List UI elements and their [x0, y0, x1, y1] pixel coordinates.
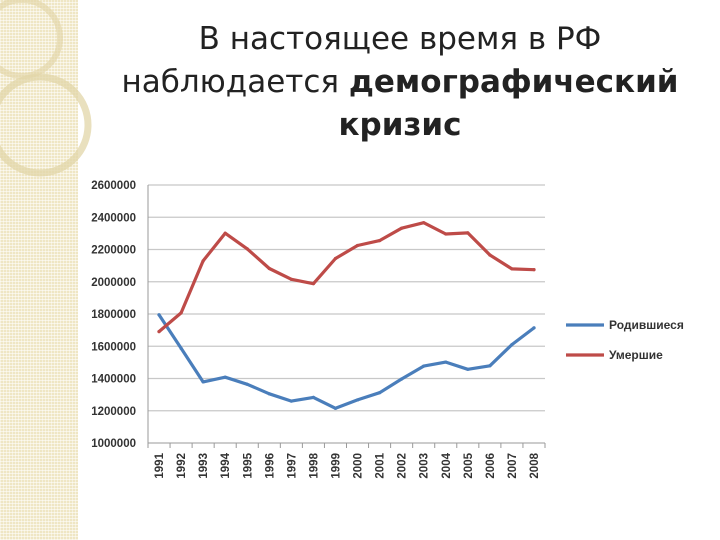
- x-tick-label: 1991: [154, 452, 166, 478]
- data-point: [466, 367, 470, 371]
- data-point: [444, 232, 448, 236]
- legend: Родившиеся Умершие: [566, 318, 684, 362]
- y-tick-label: 1600000: [91, 341, 136, 353]
- x-tick-label: 1994: [220, 452, 232, 478]
- data-point: [532, 326, 536, 330]
- series-line-2: [157, 221, 536, 334]
- data-point: [289, 399, 293, 403]
- data-point: [245, 382, 249, 386]
- data-point: [333, 406, 338, 410]
- data-point: [179, 311, 183, 315]
- data-point: [400, 377, 404, 381]
- data-point: [157, 329, 161, 334]
- data-point: [355, 398, 360, 402]
- x-tick-label: 2007: [507, 453, 519, 479]
- gridlines: [148, 184, 545, 412]
- data-point: [400, 226, 404, 230]
- y-tick-label: 1200000: [91, 406, 136, 418]
- y-tick-label: 2400000: [91, 212, 136, 224]
- data-point: [157, 313, 161, 317]
- x-tick-label: 1997: [286, 453, 298, 479]
- x-tick-label: 2000: [353, 453, 365, 479]
- slide-title: В настоящее время в РФ наблюдается демог…: [100, 18, 700, 147]
- legend-label: Родившиеся: [609, 318, 684, 332]
- x-tick-label: 1995: [242, 452, 254, 478]
- data-point: [422, 221, 426, 225]
- data-point: [488, 253, 492, 257]
- title-line-2-prefix: наблюдается: [121, 64, 349, 100]
- x-tick-label: 1993: [198, 453, 210, 479]
- decorative-pattern-strip: [0, 0, 78, 540]
- data-point: [267, 266, 271, 271]
- x-tick-label: 1999: [330, 453, 342, 479]
- axes: [147, 185, 546, 448]
- data-point: [179, 346, 183, 350]
- title-line-2: наблюдается демографический: [100, 61, 700, 104]
- data-point: [311, 395, 316, 399]
- title-line-1: В настоящее время в РФ: [198, 21, 602, 57]
- data-point: [223, 375, 227, 379]
- data-point: [444, 360, 448, 364]
- y-tick-label: 1000000: [91, 438, 136, 450]
- data-point: [488, 364, 492, 368]
- y-axis-tick-labels: 2600000 2400000 2200000 2000000 1800000 16000…: [91, 180, 136, 450]
- data-point: [289, 277, 293, 281]
- data-point: [267, 392, 271, 396]
- x-tick-label: 2008: [529, 452, 541, 478]
- y-tick-label: 2200000: [91, 245, 136, 257]
- series-lines: [157, 221, 536, 410]
- x-tick-label: 2003: [419, 453, 431, 479]
- y-tick-label: 2600000: [91, 180, 136, 192]
- y-tick-label: 1800000: [91, 309, 136, 321]
- data-point: [355, 243, 360, 248]
- decorative-rings: [0, 0, 92, 177]
- x-tick-label: 2002: [397, 453, 409, 479]
- data-point: [377, 239, 382, 243]
- x-tick-label: 2004: [441, 452, 453, 478]
- legend-label: Умершие: [609, 348, 663, 362]
- y-tick-label: 1400000: [91, 374, 136, 386]
- data-point: [333, 256, 338, 261]
- data-point: [510, 343, 514, 347]
- data-point: [466, 231, 470, 235]
- data-point: [201, 380, 205, 384]
- title-line-3: кризис: [338, 107, 462, 143]
- x-tick-label: 2005: [463, 452, 475, 478]
- x-tick-label: 1992: [176, 453, 188, 479]
- x-axis-tick-labels: 1991 1992 1993 1994 1995 1996 1997 1998 1999 2000…: [154, 452, 541, 478]
- y-tick-label: 2000000: [91, 277, 136, 289]
- data-point: [532, 268, 536, 272]
- data-point: [245, 247, 249, 251]
- data-point: [377, 391, 382, 395]
- x-tick-label: 1998: [308, 452, 320, 478]
- data-point: [223, 231, 227, 235]
- data-point: [510, 267, 514, 271]
- data-point: [311, 282, 316, 286]
- title-line-2-bold: демографический: [348, 64, 679, 100]
- series-line-1: [157, 313, 536, 410]
- data-point: [422, 364, 426, 368]
- x-tick-label: 1996: [264, 453, 276, 479]
- x-tick-label: 2006: [485, 453, 497, 479]
- data-point: [201, 259, 205, 263]
- x-tick-label: 2001: [375, 452, 387, 478]
